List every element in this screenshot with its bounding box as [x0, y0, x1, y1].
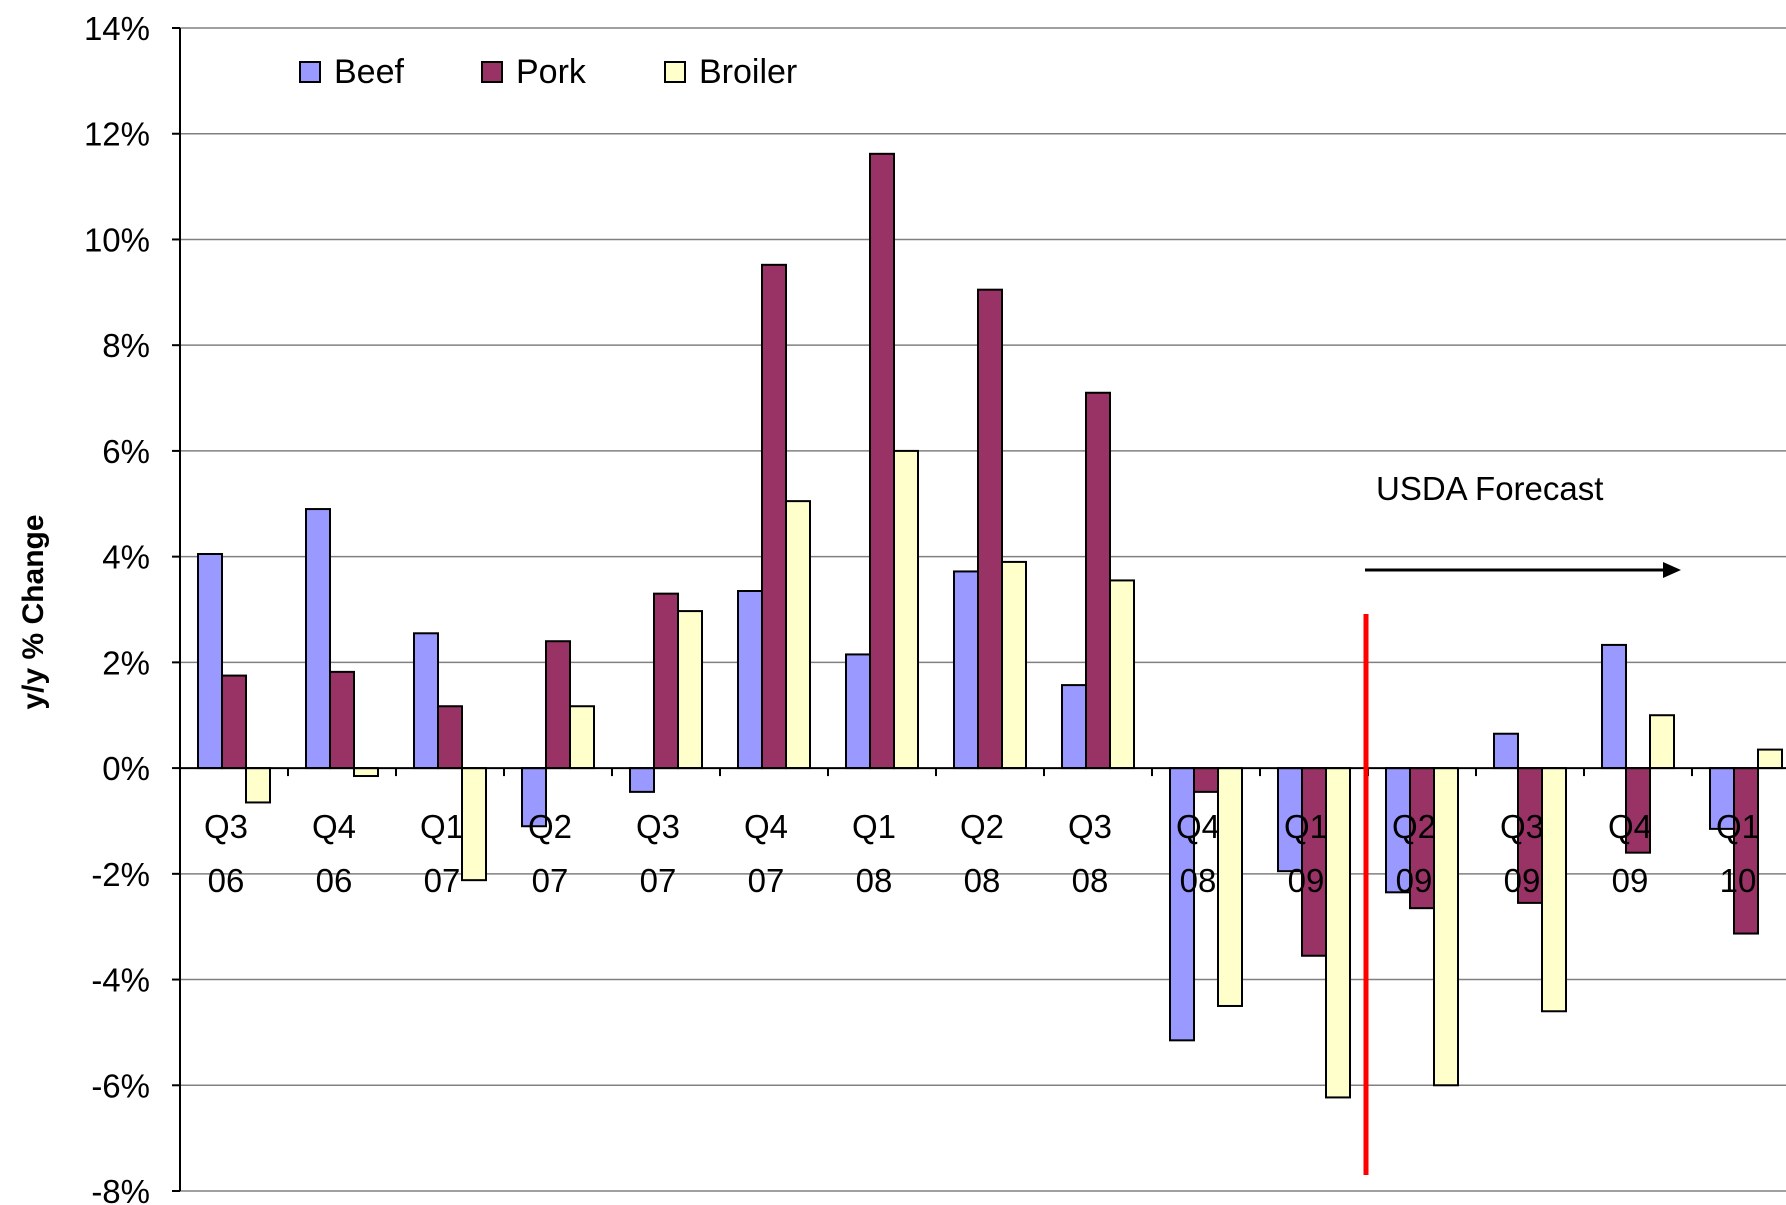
bar-pork-q3-08	[1085, 391, 1111, 770]
bar-broiler-q1-10	[1757, 748, 1783, 770]
bar-beef-q2-09	[1385, 767, 1411, 894]
x-tick-label: 08	[856, 862, 893, 899]
x-tick-label: 06	[316, 862, 353, 899]
bar-pork-q1-09	[1301, 767, 1327, 957]
bar-broiler-q3-07	[677, 610, 703, 770]
x-tick-label: Q1	[1716, 808, 1760, 845]
bar-beef-q2-08	[953, 570, 979, 770]
bar-beef-q3-06	[197, 552, 223, 770]
y-tick-label: 14%	[84, 10, 150, 47]
bar-broiler-q2-07	[569, 705, 595, 770]
legend-swatch-beef	[299, 61, 321, 83]
bar-broiler-q1-09	[1325, 767, 1351, 1099]
x-tick-label: Q1	[1284, 808, 1328, 845]
y-axis-ticks: 14% 12% 10% 8% 6% 4% 2% 0% -2% -4% -6% -8%	[84, 10, 180, 1205]
bar-broiler-q4-09	[1649, 714, 1675, 770]
bar-broiler-q4-06	[353, 767, 379, 778]
bar-pork-q2-07	[545, 640, 571, 770]
bar-beef-q4-08	[1169, 767, 1195, 1042]
x-tick-label: Q2	[528, 808, 572, 845]
bar-broiler-q4-08	[1217, 767, 1243, 1007]
legend-swatch-broiler	[664, 61, 686, 83]
bar-pork-q4-06	[329, 670, 355, 770]
bar-broiler-q2-09	[1433, 767, 1459, 1087]
x-tick-label: 09	[1612, 862, 1649, 899]
x-tick-label: 09	[1396, 862, 1433, 899]
y-tick-label: -2%	[91, 856, 150, 893]
legend: Beef Pork Broiler	[299, 53, 797, 91]
bar-pork-q1-10	[1733, 767, 1759, 935]
y-tick-label: -4%	[91, 962, 150, 999]
forecast-annotation: USDA Forecast	[1376, 470, 1603, 507]
x-tick-label: 08	[964, 862, 1001, 899]
x-tick-label: 08	[1072, 862, 1109, 899]
legend-label-beef: Beef	[334, 53, 404, 91]
y-tick-label: 2%	[102, 644, 150, 681]
y-tick-label: -8%	[91, 1173, 150, 1205]
x-tick-label: Q4	[744, 808, 788, 845]
bar-beef-q4-07	[737, 589, 763, 770]
y-tick-label: 4%	[102, 539, 150, 576]
y-tick-label: 10%	[84, 221, 150, 258]
x-tick-label: 09	[1504, 862, 1541, 899]
bar-broiler-q4-07	[785, 500, 811, 770]
bar-beef-q4-09	[1601, 643, 1627, 770]
x-tick-label: Q3	[204, 808, 248, 845]
bar-broiler-q2-08	[1001, 560, 1027, 770]
x-tick-label: Q3	[1068, 808, 1112, 845]
y-tick-label: 6%	[102, 433, 150, 470]
x-tick-label: Q4	[1176, 808, 1220, 845]
x-tick-label: 07	[748, 862, 785, 899]
x-tick-label: 07	[424, 862, 461, 899]
bar-pork-q3-06	[221, 674, 247, 770]
x-tick-label: Q3	[1500, 808, 1544, 845]
bar-broiler-q1-08	[893, 449, 919, 770]
y-tick-label: -6%	[91, 1067, 150, 1104]
bar-beef-q3-07	[629, 767, 655, 793]
y-axis-label: y/y % Change	[17, 514, 50, 709]
bar-broiler-q3-08	[1109, 579, 1135, 770]
bars	[197, 152, 1783, 1099]
x-tick-label: Q1	[852, 808, 896, 845]
bar-beef-q4-06	[305, 508, 331, 770]
bar-beef-q2-07	[521, 767, 547, 828]
bar-pork-q2-08	[977, 288, 1003, 770]
legend-swatch-pork	[481, 61, 503, 83]
bar-pork-q4-07	[761, 263, 787, 770]
x-tick-label: Q2	[1392, 808, 1436, 845]
bar-pork-q1-08	[869, 152, 895, 770]
x-tick-label: Q2	[960, 808, 1004, 845]
x-tick-label: Q3	[636, 808, 680, 845]
bar-pork-q3-07	[653, 592, 679, 770]
bar-beef-q1-07	[413, 632, 439, 770]
legend-label-pork: Pork	[516, 53, 587, 91]
bar-beef-q3-09	[1493, 732, 1519, 770]
x-tick-label: Q1	[420, 808, 464, 845]
y-tick-label: 8%	[102, 327, 150, 364]
bar-beef-q1-08	[845, 653, 871, 770]
bar-beef-q3-08	[1061, 684, 1087, 770]
x-tick-label: Q4	[1608, 808, 1652, 845]
bar-broiler-q3-09	[1541, 767, 1567, 1013]
y-tick-label: 0%	[102, 750, 150, 787]
zero-axis	[179, 767, 1786, 777]
bar-broiler-q1-07	[461, 767, 487, 882]
x-tick-label: 08	[1180, 862, 1217, 899]
x-tick-label: 07	[532, 862, 569, 899]
bar-pork-q4-08	[1193, 767, 1219, 793]
forecast-arrow	[1365, 562, 1681, 578]
bar-pork-q1-07	[437, 705, 463, 770]
x-tick-label: 10	[1720, 862, 1757, 899]
x-tick-label: 07	[640, 862, 677, 899]
x-tick-label: Q4	[312, 808, 356, 845]
category-labels: Q3 06 Q4 06 Q1 07 Q2 07 Q3 07 Q4 07 Q1 08 Q2 08 Q3 08 Q4 08…	[204, 808, 1760, 899]
y-tick-label: 12%	[84, 116, 150, 153]
x-tick-label: 09	[1288, 862, 1325, 899]
x-tick-label: 06	[208, 862, 245, 899]
legend-label-broiler: Broiler	[699, 53, 797, 91]
bar-broiler-q3-06	[245, 767, 271, 804]
